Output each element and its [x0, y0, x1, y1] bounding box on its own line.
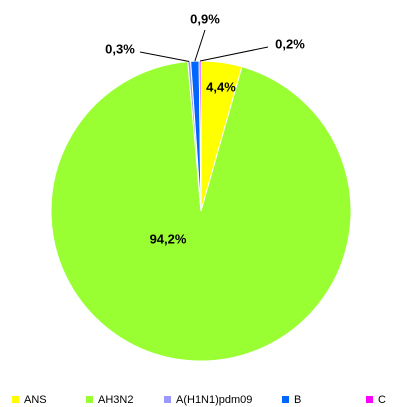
- data-label: 4,4%: [206, 79, 236, 94]
- data-label: 0,2%: [275, 36, 305, 51]
- data-label: 94,2%: [150, 231, 187, 246]
- legend-label: C: [378, 394, 386, 406]
- legend-swatch: [282, 396, 289, 403]
- legend-label: A(H1N1)pdm09: [176, 394, 252, 406]
- pie-slice: [50, 61, 352, 362]
- legend-swatch: [164, 396, 171, 403]
- legend-swatch: [86, 396, 93, 403]
- legend-swatch: [366, 396, 373, 403]
- leader-line: [199, 46, 269, 62]
- data-label: 0,9%: [190, 11, 220, 26]
- leader-line: [194, 29, 206, 62]
- leader-line: [139, 51, 190, 62]
- data-label: 0,3%: [105, 41, 135, 56]
- legend-label: AH3N2: [98, 394, 133, 406]
- legend-label: ANS: [24, 394, 47, 406]
- legend-swatch: [12, 396, 19, 403]
- legend-label: B: [294, 394, 301, 406]
